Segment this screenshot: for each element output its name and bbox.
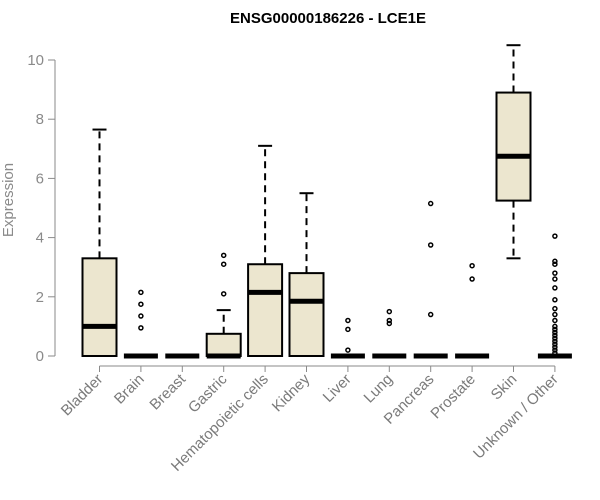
box-group — [413, 200, 448, 359]
y-axis: 0 2 4 6 8 10 — [27, 52, 56, 365]
outlier-point — [552, 338, 558, 344]
x-tick-label: Bladder — [58, 371, 107, 420]
outlier-point — [552, 335, 558, 341]
box-group — [372, 308, 407, 359]
outlier-point — [552, 344, 558, 350]
outlier-point — [427, 242, 434, 248]
outlier-point — [345, 317, 351, 324]
outlier-point — [552, 350, 558, 356]
box-group — [537, 233, 572, 359]
x-tick-label: Kidney — [269, 370, 314, 415]
box-group — [81, 128, 118, 358]
box — [288, 272, 325, 357]
x-tick-label: Lung — [361, 371, 397, 407]
outlier-point — [552, 326, 558, 333]
y-tick-label: 10 — [27, 52, 44, 69]
outlier-point — [552, 323, 558, 330]
box-group — [455, 262, 490, 359]
y-tick-label: 4 — [36, 230, 44, 247]
outlier-point — [552, 258, 558, 265]
outlier-point — [427, 200, 434, 207]
outlier-point — [220, 252, 227, 259]
x-tick-label: Breast — [146, 370, 189, 413]
y-tick-label: 6 — [36, 170, 44, 187]
outlier-point — [386, 308, 393, 315]
box — [81, 257, 118, 358]
x-tick-label: Liver — [320, 371, 355, 406]
outlier-point — [552, 285, 558, 291]
outlier-point — [386, 320, 393, 327]
chart-title: ENSG00000186226 - LCE1E — [230, 10, 426, 27]
outlier-point — [552, 317, 558, 324]
outlier-point — [552, 276, 558, 282]
x-tick-label: Prostate — [427, 371, 479, 423]
box-group — [495, 44, 532, 260]
x-tick-label: Brain — [111, 371, 148, 408]
box-group — [123, 289, 158, 359]
outlier-point — [552, 311, 558, 318]
x-tick-label: Skin — [488, 371, 521, 404]
y-axis-label: Expression — [0, 163, 17, 237]
outlier-point — [552, 305, 558, 312]
y-tick-label: 0 — [36, 348, 44, 365]
box-group — [247, 144, 284, 357]
outlier-point — [220, 261, 227, 267]
outlier-point — [552, 233, 558, 239]
outlier-point — [552, 332, 558, 339]
outlier-point — [469, 262, 475, 269]
box-group — [205, 252, 242, 359]
outlier-point — [552, 329, 558, 336]
outlier-point — [552, 341, 558, 347]
outlier-point — [138, 301, 144, 307]
box-group — [288, 192, 325, 357]
y-tick-label: 2 — [36, 289, 44, 306]
box — [247, 263, 284, 357]
outlier-point — [220, 291, 227, 297]
box — [205, 332, 242, 357]
outlier-point — [552, 347, 558, 353]
y-tick-label: 8 — [36, 111, 44, 128]
outlier-point — [138, 289, 144, 296]
outlier-point — [345, 326, 351, 333]
outlier-point — [552, 261, 558, 267]
outlier-point — [345, 347, 351, 353]
outlier-point — [138, 325, 144, 331]
outlier-point — [552, 270, 558, 276]
box — [495, 91, 532, 202]
outlier-point — [469, 276, 475, 282]
outlier-point — [552, 297, 558, 303]
outlier-point — [427, 311, 434, 318]
outlier-point — [138, 313, 144, 319]
outlier-point — [386, 317, 393, 324]
box-group — [330, 317, 365, 359]
plot-area — [81, 44, 572, 359]
